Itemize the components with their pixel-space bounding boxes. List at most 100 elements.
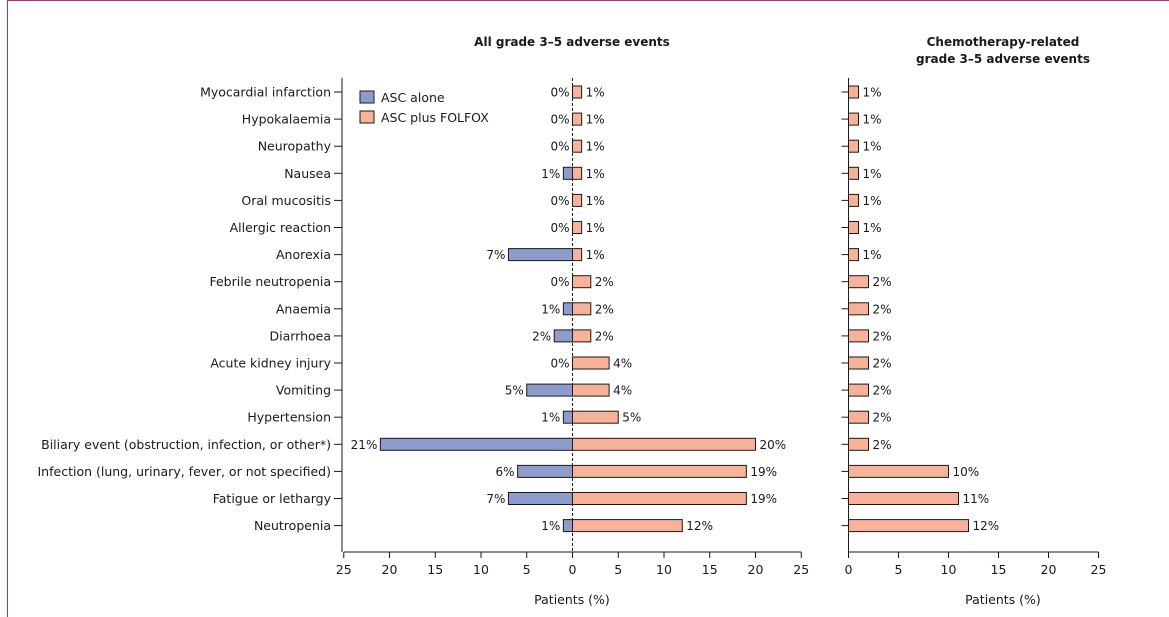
bar-asc-alone-vomiting (526, 383, 573, 397)
bar-asc-plus-folfox-allergic-reaction (572, 221, 583, 234)
chemo-x-tick-label-3: 15 (991, 562, 1007, 577)
label-asc-plus-folfox-nausea: 1% (586, 167, 605, 181)
chemo-label-acute-kidney-injury: 2% (873, 357, 892, 371)
chemotherapy-related-panel: Chemotherapy-related grade 3–5 adverse e… (841, 35, 1107, 607)
label-asc-plus-folfox-fatigue-or-lethargy: 19% (750, 492, 777, 506)
label-asc-alone-hypokalaemia: 0% (550, 113, 569, 127)
all-grade-x-tick-label-7: 10 (656, 562, 672, 577)
category-label-myocardial-infarction: Myocardial infarction (200, 85, 331, 100)
label-asc-plus-folfox-hypokalaemia: 1% (586, 113, 605, 127)
label-asc-alone-nausea: 1% (541, 167, 560, 181)
category-label-oral-mucositis: Oral mucositis (241, 193, 331, 208)
chemo-label-nausea: 1% (863, 167, 882, 181)
all-grade-x-tick-label-10: 25 (793, 562, 809, 577)
bar-asc-plus-folfox-myocardial-infarction (572, 85, 583, 99)
bar-asc-plus-folfox-oral-mucositis (572, 193, 583, 207)
chemo-bar-hypokalaemia (848, 112, 859, 126)
bar-asc-plus-folfox-fatigue-or-lethargy (572, 492, 747, 505)
chemo-label-febrile-neutropenia: 2% (873, 275, 892, 289)
legend-swatch-asc-plus-folfox (359, 110, 375, 124)
category-label-diarrhoea: Diarrhoea (269, 328, 331, 343)
legend-label-asc-plus-folfox: ASC plus FOLFOX (381, 110, 489, 125)
chart-legend: ASC alone ASC plus FOLFOX (359, 90, 489, 125)
label-asc-plus-folfox-biliary-event-obstruction-infection-or-other: 20% (760, 438, 787, 452)
bar-asc-plus-folfox-anorexia (572, 248, 583, 262)
label-asc-plus-folfox-febrile-neutropenia: 2% (595, 275, 614, 289)
chemo-bar-hypertension (848, 410, 869, 424)
chemo-bars: 1% 1% 1% 1% 1% 1% 1% 2% 2% 2% 2% 2% 2% 2% 10% 11% 12% (841, 85, 1000, 533)
chemo-bar-anaemia (848, 302, 869, 316)
label-asc-plus-folfox-vomiting: 4% (613, 384, 632, 398)
category-label-biliary-event-obstruction-infection-or-other: Biliary event (obstruction, infection, o… (41, 437, 331, 452)
all-grade-chart-title: All grade 3–5 adverse events (474, 35, 670, 49)
chemo-label-fatigue-or-lethargy: 11% (963, 492, 990, 506)
all-grade-panel: All grade 3–5 adverse events Myocardial … (38, 35, 810, 607)
label-asc-plus-folfox-anaemia: 2% (595, 302, 614, 316)
label-asc-alone-infection-lung-urinary-fever-or-not-specified: 6% (496, 465, 515, 479)
label-asc-alone-hypertension: 1% (541, 411, 560, 425)
label-asc-alone-allergic-reaction: 0% (550, 221, 569, 235)
chemo-chart-title-line-2: grade 3–5 adverse events (916, 52, 1090, 66)
label-asc-alone-oral-mucositis: 0% (550, 194, 569, 208)
bar-asc-alone-neutropenia (562, 519, 573, 533)
bar-asc-alone-biliary-event-obstruction-infection-or-other (379, 437, 573, 451)
chemo-bar-allergic-reaction (848, 221, 859, 234)
label-asc-alone-myocardial-infarction: 0% (550, 86, 569, 100)
label-asc-alone-neutropenia: 1% (541, 519, 560, 533)
label-asc-alone-diarrhoea: 2% (532, 329, 551, 343)
chemo-x-tick-label-5: 25 (1091, 562, 1107, 577)
bar-asc-plus-folfox-infection-lung-urinary-fever-or-not-specified (572, 464, 747, 478)
chemo-bar-infection-lung-urinary-fever-or-not-specified (848, 464, 949, 478)
category-labels: Myocardial infarction Hypokalaemia Neuropa… (38, 85, 342, 533)
bar-asc-plus-folfox-hypertension (572, 410, 619, 424)
label-asc-alone-acute-kidney-injury: 0% (550, 357, 569, 371)
all-grade-x-axis: 25 20 15 10 5 0 5 10 15 20 25 (336, 78, 809, 577)
category-label-febrile-neutropenia: Febrile neutropenia (209, 274, 331, 289)
bar-asc-plus-folfox-diarrhoea (572, 329, 592, 343)
all-grade-x-tick-label-1: 20 (382, 562, 398, 577)
label-asc-alone-neuropathy: 0% (550, 140, 569, 154)
chemo-x-tick-label-0: 0 (845, 562, 853, 577)
label-asc-plus-folfox-diarrhoea: 2% (595, 329, 614, 343)
category-label-anorexia: Anorexia (276, 247, 331, 262)
label-asc-plus-folfox-myocardial-infarction: 1% (586, 86, 605, 100)
bar-asc-alone-hypertension (562, 410, 573, 424)
chemo-x-tick-label-4: 20 (1041, 562, 1057, 577)
chemo-label-vomiting: 2% (873, 384, 892, 398)
chemo-bar-myocardial-infarction (848, 85, 859, 99)
all-grade-x-tick-label-9: 20 (748, 562, 764, 577)
bar-asc-plus-folfox-neutropenia (572, 519, 683, 533)
category-label-fatigue-or-lethargy: Fatigue or lethargy (213, 491, 332, 506)
label-asc-plus-folfox-acute-kidney-injury: 4% (613, 357, 632, 371)
all-grade-x-tick-label-2: 15 (427, 562, 443, 577)
category-label-hypokalaemia: Hypokalaemia (242, 112, 331, 127)
category-label-vomiting: Vomiting (276, 383, 331, 398)
chemo-label-biliary-event-obstruction-infection-or-other: 2% (873, 438, 892, 452)
label-asc-alone-febrile-neutropenia: 0% (550, 275, 569, 289)
bar-asc-alone-fatigue-or-lethargy (507, 492, 574, 505)
chemo-bar-neutropenia (848, 519, 969, 533)
label-asc-plus-folfox-allergic-reaction: 1% (586, 221, 605, 235)
chemo-x-tick-label-2: 10 (941, 562, 957, 577)
chemo-label-oral-mucositis: 1% (863, 194, 882, 208)
chemo-label-hypokalaemia: 1% (863, 113, 882, 127)
chemo-x-axis: 0 5 10 15 20 25 (845, 78, 1107, 577)
chemo-x-axis-label: Patients (%) (965, 592, 1041, 607)
bar-asc-plus-folfox-neuropathy (572, 139, 583, 153)
all-grade-x-tick-label-5: 0 (569, 562, 577, 577)
bar-asc-plus-folfox-biliary-event-obstruction-infection-or-other (572, 437, 756, 451)
all-grade-x-tick-label-0: 25 (336, 562, 352, 577)
chemo-label-neutropenia: 12% (973, 519, 1000, 533)
category-label-acute-kidney-injury: Acute kidney injury (210, 356, 331, 371)
chemo-bar-vomiting (848, 383, 869, 397)
chemo-bar-oral-mucositis (848, 193, 859, 207)
label-asc-alone-biliary-event-obstruction-infection-or-other: 21% (351, 438, 378, 452)
category-label-neutropenia: Neutropenia (254, 518, 331, 533)
category-label-anaemia: Anaemia (276, 301, 331, 316)
bar-asc-plus-folfox-anaemia (572, 302, 592, 316)
bar-asc-plus-folfox-vomiting (572, 383, 610, 397)
label-asc-plus-folfox-infection-lung-urinary-fever-or-not-specified: 19% (750, 465, 777, 479)
label-asc-alone-fatigue-or-lethargy: 7% (486, 492, 505, 506)
all-grade-x-tick-label-4: 5 (523, 562, 531, 577)
